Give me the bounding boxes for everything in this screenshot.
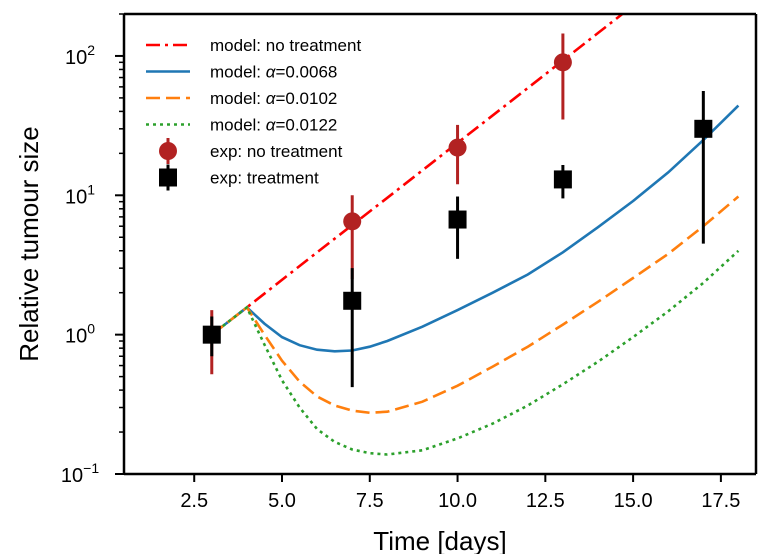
legend-label: model: no treatment — [210, 36, 361, 55]
legend-item-0: model: no treatment — [146, 36, 361, 55]
x-tick-label: 15.0 — [614, 490, 653, 512]
data-point-1-1 — [343, 291, 362, 310]
x-tick-label: 10.0 — [438, 490, 477, 512]
y-tick-label: 102 — [65, 42, 95, 69]
alpha-symbol: α — [266, 116, 277, 135]
series-line-2 — [211, 195, 740, 415]
legend-item-3: model: α=0.0122 — [146, 116, 337, 135]
data-point-1-3 — [553, 170, 572, 189]
y-tick-exponent: −1 — [83, 460, 99, 476]
y-tick-exponent: 0 — [87, 321, 95, 337]
y-tick-base: 10 — [61, 465, 83, 487]
data-point-1-0 — [202, 325, 221, 344]
data-point-1-4 — [694, 119, 713, 138]
x-tick-label: 12.5 — [526, 490, 565, 512]
y-axis-label: Relative tumour size — [14, 126, 44, 362]
data-point-0-1 — [448, 138, 467, 157]
x-axis-label: Time [days] — [373, 526, 506, 554]
alpha-symbol: α — [266, 63, 277, 82]
alpha-value: =0.0122 — [275, 116, 337, 135]
legend-label: exp: treatment — [210, 169, 319, 188]
x-tick-label: 5.0 — [268, 490, 296, 512]
data-point-0-0 — [343, 212, 362, 231]
legend-label: model: α=0.0122 — [210, 116, 337, 135]
legend-marker-swatch — [159, 142, 177, 160]
y-tick-exponent: 1 — [87, 181, 95, 197]
y-tick-label: 101 — [65, 181, 95, 208]
legend-marker-swatch — [159, 168, 177, 187]
y-tick-exponent: 2 — [87, 42, 95, 58]
series-line-1 — [211, 104, 740, 353]
alpha-value: =0.0068 — [275, 63, 337, 82]
x-tick-label: 7.5 — [356, 490, 384, 512]
legend-item-1: model: α=0.0068 — [146, 63, 337, 82]
alpha-symbol: α — [266, 89, 277, 108]
legend-item-5: exp: treatment — [159, 164, 319, 191]
legend-label: model: α=0.0102 — [210, 89, 337, 108]
legend-label-prefix: model: — [210, 89, 266, 108]
y-tick-label: 100 — [65, 321, 95, 348]
y-tick-base: 10 — [65, 47, 87, 69]
x-tick-label: 17.5 — [701, 490, 740, 512]
y-tick-label: 10−1 — [61, 460, 99, 487]
plot-area — [202, 14, 740, 456]
legend-label-prefix: model: — [210, 63, 266, 82]
series-line-0 — [211, 14, 625, 336]
legend-label: exp: no treatment — [210, 142, 343, 161]
y-tick-base: 10 — [65, 186, 87, 208]
legend-label: model: α=0.0068 — [210, 63, 337, 82]
legend-item-4: exp: no treatment — [159, 138, 343, 164]
series-line-3 — [211, 249, 740, 456]
legend-item-2: model: α=0.0102 — [146, 89, 337, 108]
plot-clip-group — [202, 14, 740, 456]
data-point-0-2 — [553, 53, 572, 72]
alpha-value: =0.0102 — [275, 89, 337, 108]
data-point-1-2 — [448, 210, 467, 229]
y-tick-base: 10 — [65, 326, 87, 348]
x-tick-label: 2.5 — [180, 490, 208, 512]
legend-label-prefix: model: — [210, 116, 266, 135]
